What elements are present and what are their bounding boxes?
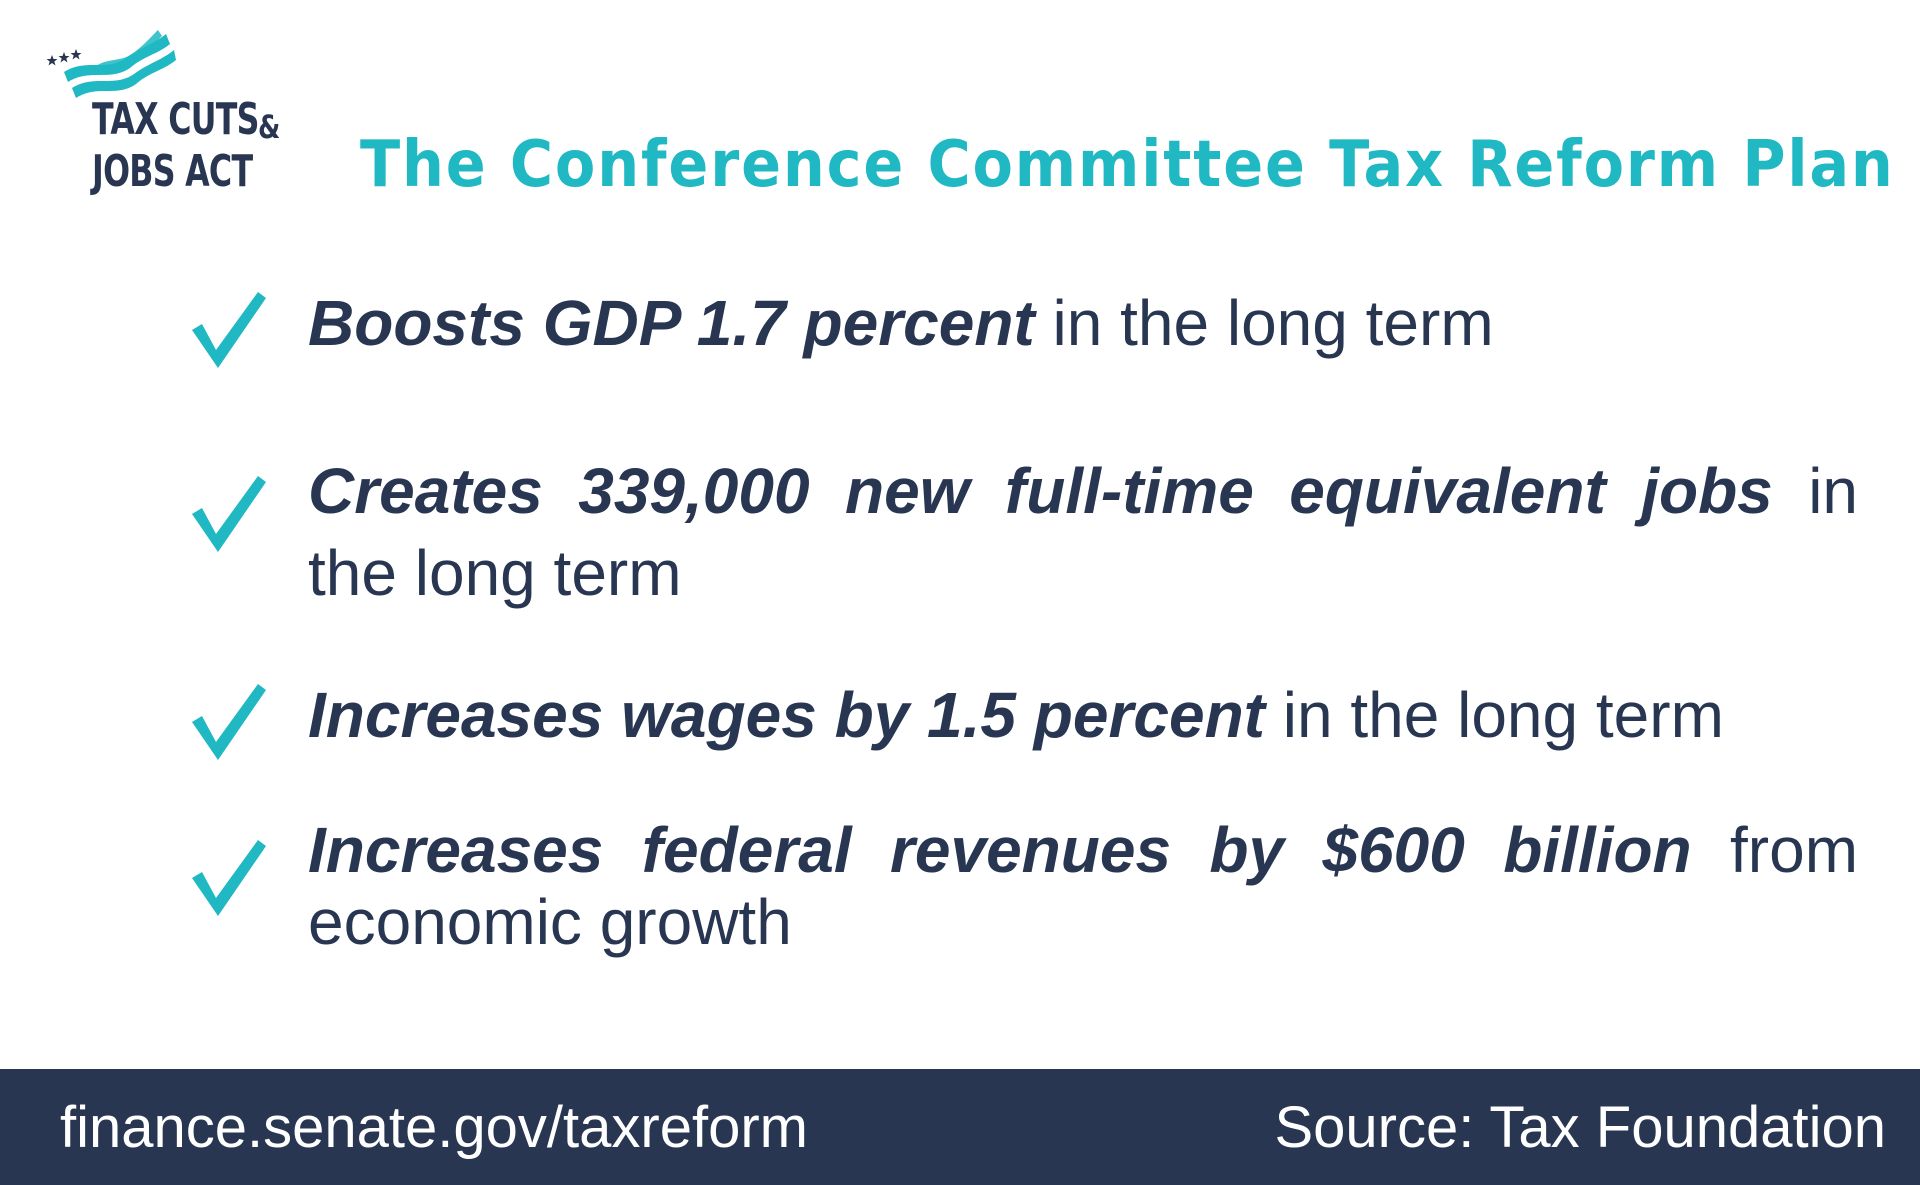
logo-line-1: TAX CUTS xyxy=(92,94,259,145)
logo-ampersand: & xyxy=(258,108,281,146)
list-item-rest: in the long term xyxy=(1034,287,1494,359)
list-item-text: Increases wages by 1.5 percent in the lo… xyxy=(308,674,1858,756)
list-item-emphasis: Creates 339,000 new full-time equivalent… xyxy=(308,455,1773,527)
list-item-rest: in the long term xyxy=(1264,679,1724,751)
list-item-text: Boosts GDP 1.7 percent in the long term xyxy=(308,282,1858,364)
flag-with-stars-icon xyxy=(46,30,176,98)
logo-wordmark: TAX CUTS JOBS ACT xyxy=(92,94,259,198)
tax-cuts-jobs-act-logo: TAX CUTS JOBS ACT & xyxy=(46,22,296,202)
checkmark-icon xyxy=(192,684,266,760)
checkmark-icon xyxy=(192,476,266,552)
logo-line-2: JOBS ACT xyxy=(92,146,253,197)
list-item-text: Increases federal revenues by $600 billi… xyxy=(308,814,1858,958)
list-item-emphasis: Increases wages by 1.5 percent xyxy=(308,679,1265,751)
footer-source: Source: Tax Foundation xyxy=(1274,1095,1886,1160)
list-item-rest: in the long term xyxy=(308,455,1859,609)
checkmark-icon xyxy=(192,840,266,916)
checkmark-icon xyxy=(192,292,266,368)
list-item-text: Creates 339,000 new full-time equivalent… xyxy=(308,450,1858,614)
list-item-emphasis: Increases federal revenues by $600 billi… xyxy=(308,814,1692,886)
footer-url-link[interactable]: finance.senate.gov/taxreform xyxy=(60,1095,808,1160)
page-title: The Conference Committee Tax Reform Plan xyxy=(360,128,1895,202)
list-item-emphasis: Boosts GDP 1.7 percent xyxy=(308,287,1035,359)
list-item-rest: from economic growth xyxy=(308,814,1858,958)
footer-bar: finance.senate.gov/taxreform Source: Tax… xyxy=(0,1069,1920,1185)
